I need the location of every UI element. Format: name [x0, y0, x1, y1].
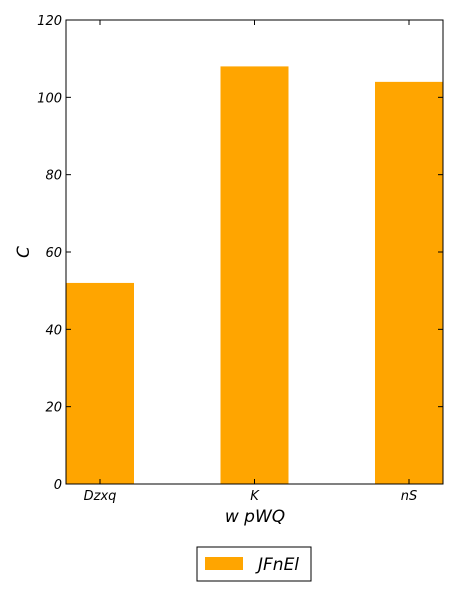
- bar-ns: [375, 81, 443, 484]
- bars-group: [66, 66, 443, 485]
- plot-frame: [65, 19, 444, 485]
- x-tick-label-k: K: [250, 489, 260, 504]
- y-axis-label: C: [14, 246, 34, 258]
- bar-k: [220, 66, 289, 485]
- x-tick-label-ns: nS: [401, 489, 418, 504]
- y-tick-label: 20: [45, 401, 62, 416]
- y-tick-label: 120: [37, 14, 62, 29]
- bar-dzxq: [66, 282, 134, 484]
- y-tick-label: 100: [37, 91, 62, 106]
- x-axis-label: w pWQ: [225, 507, 285, 527]
- y-tick-label: 0: [54, 478, 62, 493]
- y-tick-label: 40: [45, 323, 62, 338]
- y-axis-ticks: 0 20 40 60 80 100 120: [37, 14, 443, 493]
- legend: JFnEl: [196, 546, 312, 582]
- legend-swatch: [205, 557, 243, 570]
- legend-label: JFnEl: [255, 555, 299, 575]
- x-tick-label-dzxq: Dzxq: [84, 489, 117, 504]
- y-tick-label: 60: [45, 246, 62, 261]
- legend-frame: [196, 546, 312, 582]
- y-tick-label: 80: [45, 169, 62, 184]
